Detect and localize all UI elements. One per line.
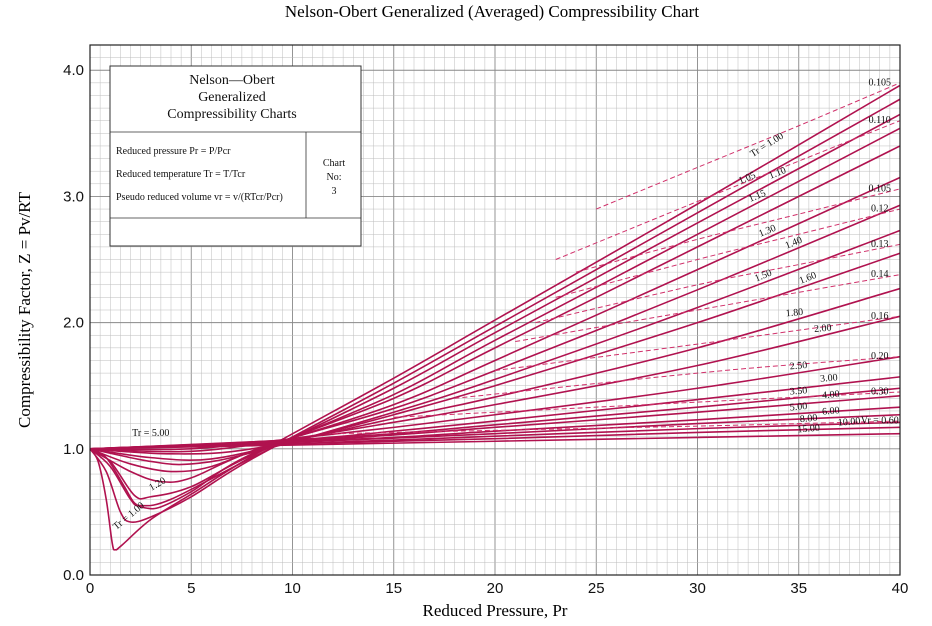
x-axis-label: Reduced Pressure, Pr <box>423 601 568 620</box>
temperature-curve <box>89 355 901 451</box>
temperature-curve <box>89 315 901 453</box>
info-box: Nelson—Obert Generalized Compressibility… <box>109 65 362 247</box>
curve-label: 2.50 <box>789 360 807 372</box>
curve-label: 3.00 <box>820 372 838 384</box>
temperature-curve <box>89 84 901 551</box>
x-tick-label: 30 <box>689 580 706 597</box>
temperature-curve <box>89 426 901 450</box>
x-tick-label: 35 <box>790 580 807 597</box>
curve-label: 0.13 <box>871 239 889 250</box>
temperature-curve <box>89 406 901 450</box>
y-tick-label: 0.0 <box>63 567 84 584</box>
temperature-curve <box>89 252 901 461</box>
volume-curves <box>332 82 901 435</box>
volume-curve <box>596 82 901 210</box>
volume-curve <box>494 315 901 372</box>
temperature-curve <box>89 229 901 466</box>
curve-label: 0.105 <box>869 77 892 88</box>
curve-label: 0.14 <box>871 269 889 280</box>
temperature-curve <box>89 176 901 484</box>
info-box-def-temperature: Reduced temperature Tr = T/Tcr <box>116 169 246 180</box>
y-tick-label: 1.0 <box>63 441 84 458</box>
y-axis-ticks: 0.0 1.0 2.0 3.0 4.0 <box>63 62 84 584</box>
curve-label: 0.110 <box>869 115 891 126</box>
curve-label: 4.00 <box>822 389 840 401</box>
curve-label: 8.00 <box>799 413 817 425</box>
temperature-curve <box>89 204 901 473</box>
temperature-curve <box>89 98 901 523</box>
info-box-chart-label-1: Chart <box>323 158 345 169</box>
temperature-curves <box>89 84 901 551</box>
curve-label: 5.00 <box>789 401 807 413</box>
x-axis-ticks: 0 5 10 15 20 25 30 35 40 <box>86 580 909 597</box>
temperature-curve <box>89 387 901 450</box>
info-box-chart-label-2: No: <box>327 172 342 183</box>
x-tick-label: 25 <box>588 580 605 597</box>
volume-curve <box>555 120 901 260</box>
volume-curve <box>535 243 901 324</box>
curve-label: Tr = 5.00 <box>132 428 169 439</box>
volume-curve <box>454 356 901 399</box>
info-box-chart-number: 3 <box>332 186 337 197</box>
info-box-title-2: Generalized <box>198 90 266 105</box>
temperature-curve <box>89 145 901 510</box>
info-box-frame <box>109 65 362 247</box>
x-tick-label: 40 <box>892 580 909 597</box>
curve-label: 2.00 <box>814 322 832 334</box>
info-box-def-pressure: Reduced pressure Pr = P/Pcr <box>116 146 231 157</box>
curve-label: 6.00 <box>822 405 840 417</box>
x-tick-label: 0 <box>86 580 94 597</box>
curve-label: 1.80 <box>785 307 803 319</box>
curve-label: 0.20 <box>871 351 889 362</box>
y-tick-label: 4.0 <box>63 62 84 79</box>
x-tick-label: 10 <box>284 580 301 597</box>
y-tick-label: 3.0 <box>63 188 84 205</box>
info-box-title-3: Compressibility Charts <box>167 107 297 122</box>
volume-curve <box>332 420 901 435</box>
curve-label: 0.30 <box>871 387 889 398</box>
volume-curve <box>515 274 901 343</box>
curve-label: 15.00 <box>797 423 820 436</box>
curve-label: 0.16 <box>871 311 889 322</box>
plot-frame <box>89 44 901 576</box>
y-axis-label: Compressibility Factor, Z = Pv/RT <box>15 191 34 428</box>
chart-title: Nelson-Obert Generalized (Averaged) Comp… <box>285 2 699 21</box>
x-tick-label: 20 <box>487 580 504 597</box>
curve-label: Vr = 0.60 <box>861 416 899 427</box>
curve-label: 0.105 <box>869 183 892 194</box>
y-tick-label: 2.0 <box>63 315 84 332</box>
curve-label: 3.50 <box>789 385 807 397</box>
info-box-def-volume: Pseudo reduced volume vr = v/(RTcr/Pcr) <box>116 192 283 203</box>
x-tick-label: 15 <box>385 580 402 597</box>
volume-curve <box>555 208 901 298</box>
volume-curve <box>575 188 901 273</box>
curve-label: 0.12 <box>871 204 889 215</box>
volume-curve <box>393 391 901 418</box>
curve-label: 10.00 <box>837 416 860 429</box>
x-tick-label: 5 <box>187 580 195 597</box>
temperature-curve <box>89 432 901 450</box>
info-box-title-1: Nelson—Obert <box>189 73 275 88</box>
